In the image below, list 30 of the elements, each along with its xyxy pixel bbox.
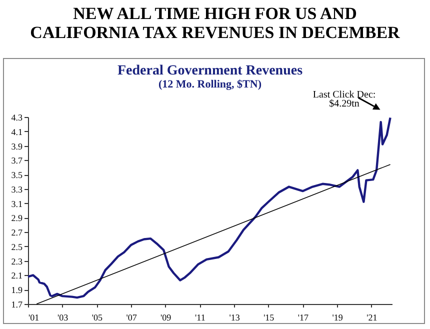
x-tick-label: '11 [195,312,206,322]
y-tick-label: 3.1 [11,198,22,209]
x-tick-label: '19 [332,312,344,322]
x-tick-label: '01 [28,312,40,322]
x-tick-label: '17 [298,312,310,322]
x-tick-label: '03 [58,312,69,322]
x-tick-label: '13 [229,312,240,322]
chart-title: Federal Government Revenues [117,64,304,79]
x-tick-label: '15 [264,312,275,322]
y-tick-label: 1.9 [11,285,23,296]
line-series [26,116,392,299]
chart-subtitle: (12 Mo. Rolling, $TN) [158,78,262,91]
y-tick-label: 3.7 [11,156,23,166]
x-tick-label: '21 [366,312,378,322]
y-tick-label: 2.7 [11,228,23,238]
annotation: Last Click Dec: $4.29tn [312,90,376,110]
y-tick-label: 4.3 [11,112,23,122]
y-tick-label: 1.7 [11,300,23,310]
y-tick-label: 2.1 [11,270,22,281]
y-tick-label: 3.3 [11,184,23,194]
y-tick-label: 2.3 [11,256,23,266]
y-tick-label: 2.5 [11,242,23,252]
x-tick-label: '09 [160,312,172,322]
x-tick-label: '05 [92,312,103,322]
y-tick-label: 3.5 [11,170,23,180]
y-tick-label: 2.9 [11,213,23,224]
text: NEW ALL TIME HIGH FOR US AND CALIFORNIA TAX REVENUES IN DECEMBER [29,3,401,44]
x-tick-label: '07 [126,312,138,322]
y-tick-label: 4.1 [11,126,22,137]
y-tick-label: 3.9 [11,141,23,152]
